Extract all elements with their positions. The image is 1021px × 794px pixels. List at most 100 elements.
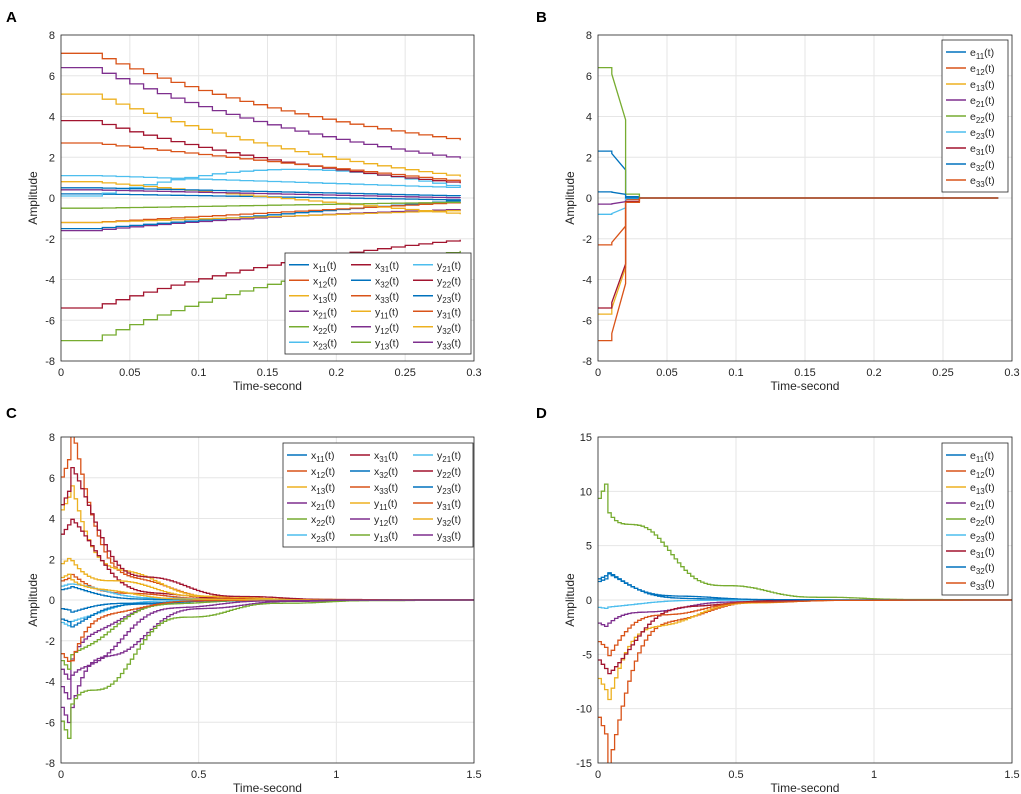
legend-label-base: x (311, 450, 317, 462)
legend-item-x32: x32(t) (350, 466, 398, 480)
legend-label-suffix: (t) (325, 514, 335, 526)
x-axis-label: Time-second (771, 781, 840, 794)
x-axis-label: Time-second (233, 781, 302, 794)
x-tick-label: 0.2 (866, 367, 881, 379)
legend-label-suffix: (t) (985, 530, 995, 542)
axes-box-c (60, 436, 475, 764)
legend-label-sub: 22 (442, 280, 451, 289)
legend-label-suffix: (t) (451, 498, 461, 510)
y-tick-label: 2 (49, 554, 55, 566)
legend-label-suffix: (t) (325, 530, 335, 542)
legend-item-y22: y22(t) (413, 466, 461, 480)
legend-item-x33: x33(t) (350, 482, 398, 496)
legend-label: x13(t) (313, 291, 337, 305)
legend-label-base: x (311, 482, 317, 494)
legend-label: e12(t) (970, 466, 995, 480)
legend-label-sub: 22 (442, 471, 451, 480)
legend-label: x33(t) (374, 482, 398, 496)
legend-label-sub: 23 (316, 535, 325, 544)
x-tick-label: 1 (333, 769, 339, 781)
legend-label: x31(t) (374, 450, 398, 464)
legend-label-base: e (970, 63, 976, 75)
x-tick-label: 0.5 (728, 769, 743, 781)
legend-label-sub: 11 (316, 455, 325, 464)
legend-item-e33: e33(t) (946, 578, 995, 592)
y-tick-label: -6 (45, 717, 55, 729)
legend-label-base: e (970, 578, 976, 590)
legend-label-base: x (311, 498, 317, 510)
legend-item-e13: e13(t) (946, 79, 995, 93)
legend-label-sub: 23 (442, 487, 451, 496)
legend-label-sub: 22 (318, 327, 327, 336)
legend-item-e12: e12(t) (946, 466, 995, 480)
legend-box (282, 442, 474, 548)
legend-label-base: e (970, 79, 976, 91)
legend-item-x11: x11(t) (287, 450, 334, 464)
series-group-d (598, 483, 1012, 763)
legend-label-sub: 23 (442, 296, 451, 305)
y-axis-label: Amplitude (26, 171, 40, 225)
x-tick-label: 0 (595, 367, 601, 379)
y-tick-label: 4 (49, 112, 55, 124)
legend-label-base: x (311, 466, 317, 478)
legend-item-y21: y21(t) (413, 260, 461, 274)
series-line-y12 (61, 189, 461, 199)
legend-label-suffix: (t) (985, 175, 995, 187)
y-tick-label: -4 (45, 677, 55, 689)
legend-label-base: y (437, 482, 443, 494)
y-tick-label: -5 (582, 649, 592, 661)
legend-label-suffix: (t) (985, 159, 995, 171)
legend-label: y11(t) (375, 306, 398, 320)
legend-label-base: e (970, 514, 976, 526)
plot-c: 0 0.5 1 1.5 -8 -6 -4 -2 0 2 4 6 8 Time-second Amplitud… (26, 432, 482, 794)
legend-label-sub: 31 (442, 311, 451, 320)
legend-label-suffix: (t) (388, 450, 398, 462)
series-line-y33 (61, 599, 474, 700)
legend-label-sub: 22 (976, 116, 985, 125)
series-line-x13 (61, 93, 461, 177)
x-tick-label: 0.3 (1004, 367, 1019, 379)
legend-label: y22(t) (437, 275, 461, 289)
y-tick-label: -6 (45, 315, 55, 327)
legend-label: e31(t) (970, 546, 995, 560)
y-tick-label: -2 (45, 234, 55, 246)
y-axis-label: Amplitude (26, 573, 40, 627)
panel-label-c: C (6, 405, 17, 422)
legend-label-sub: 31 (379, 455, 388, 464)
legend-item-x31: x31(t) (351, 260, 399, 274)
legend-label-sub: 13 (976, 487, 985, 496)
legend-item-e22: e22(t) (946, 514, 995, 528)
legend-label-sub: 32 (976, 567, 985, 576)
legend-label-suffix: (t) (985, 95, 995, 107)
legend-label-suffix: (t) (985, 79, 995, 91)
legend-label: y22(t) (437, 466, 461, 480)
legend-label-suffix: (t) (325, 450, 335, 462)
y-tick-label: -8 (582, 356, 592, 368)
x-axis-label: Time-second (233, 379, 302, 393)
legend-label: x31(t) (375, 260, 399, 274)
x-tick-label: 0.05 (119, 367, 140, 379)
legend-label-suffix: (t) (985, 562, 995, 574)
legend-label-sub: 11 (976, 455, 985, 464)
y-tick-label: -4 (45, 275, 55, 287)
legend-label-base: e (970, 498, 976, 510)
legend-label-suffix: (t) (451, 260, 461, 272)
legend-item-e31: e31(t) (946, 143, 995, 157)
legend-label-sub: 13 (380, 342, 389, 351)
legend-label-suffix: (t) (985, 466, 995, 478)
legend-label-suffix: (t) (451, 482, 461, 494)
legend-item-y11: y11(t) (350, 498, 397, 512)
legend-label-suffix: (t) (985, 143, 995, 155)
legend-label-sub: 33 (442, 535, 451, 544)
x-tick-label: 0.1 (191, 367, 206, 379)
legend-label: y23(t) (437, 482, 461, 496)
legend-label: e33(t) (970, 578, 995, 592)
legend-label-sub: 12 (318, 280, 327, 289)
series-line-e33 (598, 197, 999, 342)
legend-label-base: y (374, 514, 380, 526)
panel-label-a: A (6, 9, 17, 26)
legend-label-sub: 13 (316, 487, 325, 496)
legend-label-base: x (375, 275, 381, 287)
legend-item-e12: e12(t) (946, 63, 995, 77)
series-line-y22 (61, 239, 461, 309)
